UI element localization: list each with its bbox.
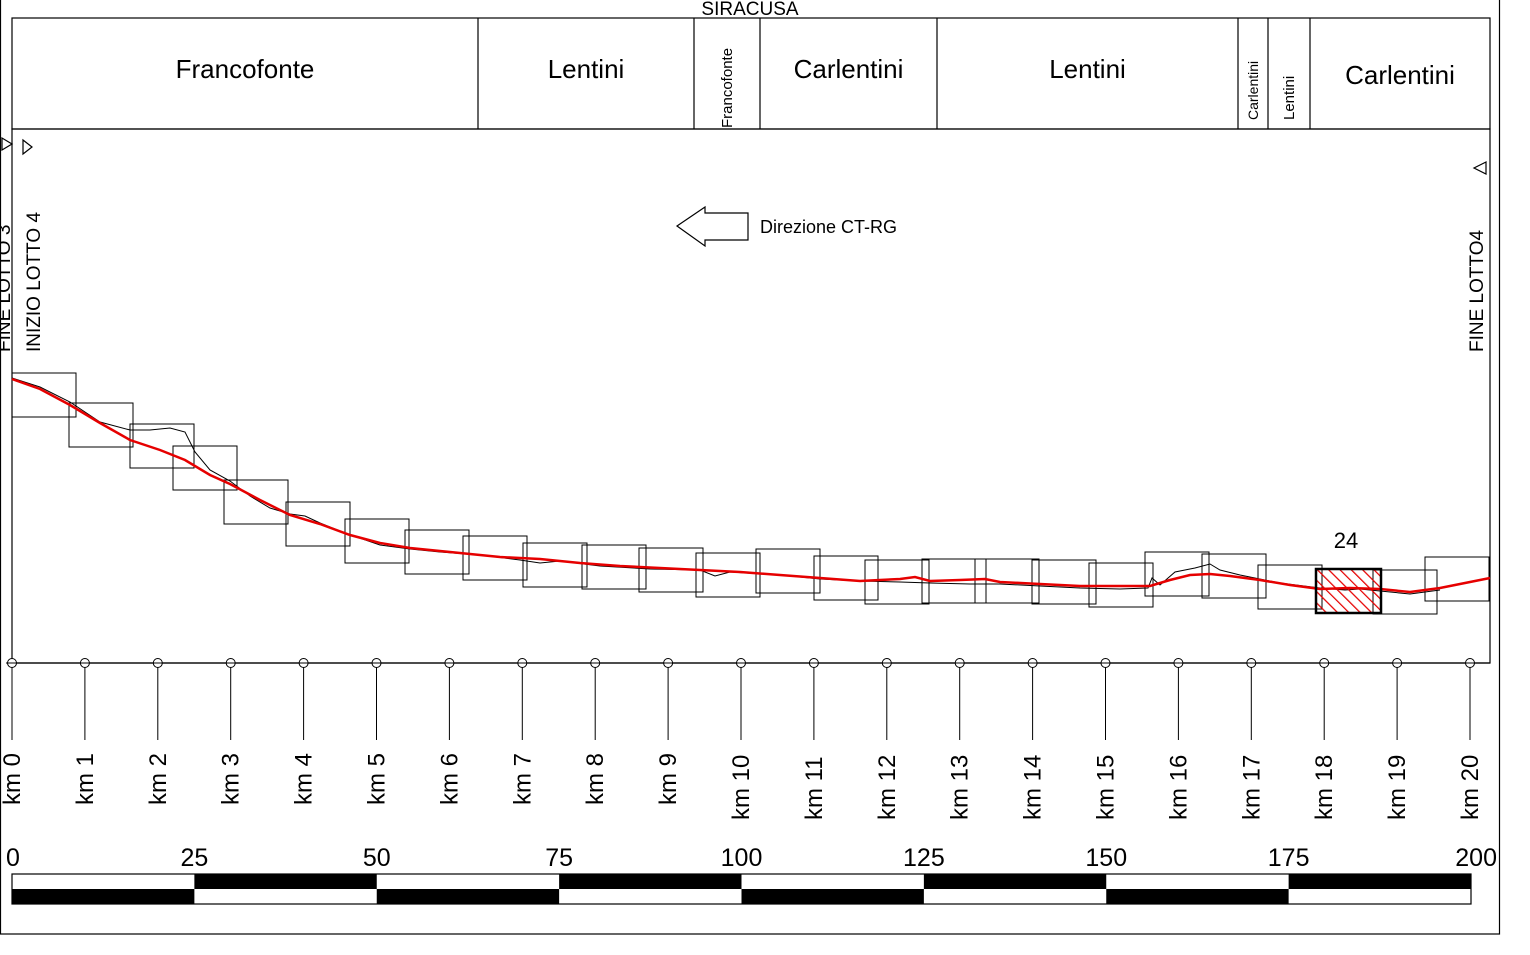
scale-bar-segment [741,889,924,904]
km-label: km 2 [145,753,172,805]
km-label: km 1 [72,753,99,805]
sheet-frame [172,445,238,491]
municipality-label: Lentini [1281,76,1298,120]
scale-bar: 0 25 50 75 100 125 150 175 200 [6,844,1497,905]
triangle-icon [22,138,33,156]
km-axis: km 0 km 1 km 2 km 3 km 4 km 5 km 6 km 7 km 8 km 9… [0,658,1490,820]
km-label: km 5 [364,753,391,805]
scale-bar-segment [12,889,195,904]
scale-bar-segment [194,874,377,889]
km-label: km 13 [947,755,974,820]
km-label: km 18 [1311,755,1338,820]
km-label: km 4 [291,753,318,805]
km-label: km 3 [218,753,245,805]
scale-label: 50 [363,844,391,872]
municipality-header: SIRACUSA Francofonte Lentini Francofonte Ca… [11,0,1491,130]
scale-label: 175 [1268,844,1310,872]
fine-lotto-3-label: FINE LOTTO 3 [0,225,15,352]
km-label: km 20 [1457,755,1484,820]
scale-label: 125 [903,844,945,872]
km-label: km 6 [436,753,463,805]
sheet-frame [1031,559,1097,605]
sheet-frame [344,518,410,564]
scale-label: 0 [6,844,20,872]
sheet-frames [11,372,1490,615]
km-label: km 10 [728,755,755,820]
scale-bar-segment [1106,889,1289,904]
km-label: km 17 [1238,755,1265,820]
sheet-frame [285,501,351,547]
plot-area [11,128,1491,664]
province-label: SIRACUSA [701,0,798,20]
scale-label: 150 [1085,844,1127,872]
sheet-frame [1201,553,1267,599]
municipality-label: Carlentini [1345,60,1455,90]
sheet-frame [522,542,588,588]
municipality-label: Francofonte [176,54,315,84]
sheet-frame [755,548,821,594]
sheet-frame [974,558,1040,604]
km-label: km 19 [1384,755,1411,820]
scale-bar-segment [559,874,742,889]
triangle-icon [1,136,14,152]
km-label: km 9 [655,753,682,805]
route-line [11,377,1491,594]
municipality-label: Carlentini [794,54,904,84]
municipality-label: Lentini [548,54,625,84]
km-label: km 8 [582,753,609,805]
inizio-lotto-4-label: INIZIO LOTTO 4 [24,212,45,352]
direction-label: Direzione CT-RG [760,217,897,237]
fine-lotto-4-label: FINE LOTTO4 [1467,229,1488,352]
sheet-frame [921,558,987,604]
scale-bar-segment [376,889,560,904]
highlight-label: 24 [1334,528,1358,553]
sheet-frame [695,552,761,598]
scale-bar-segment [1288,874,1471,889]
scale-label: 200 [1455,844,1497,872]
km-label: km 12 [874,755,901,820]
outer-frame [0,0,1501,935]
lotto-markers: FINE LOTTO 3 INIZIO LOTTO 4 FINE LOTTO4 [0,136,1488,352]
km-label: km 0 [0,753,26,805]
sheet-frame [68,402,134,448]
sheet-frame [11,372,77,418]
highlighted-sheet: 24 [1314,528,1383,615]
scale-label: 100 [721,844,763,872]
scale-label: 75 [545,844,573,872]
scale-bar-segment [923,874,1107,889]
municipality-label: Lentini [1049,54,1126,84]
km-label: km 14 [1020,755,1047,820]
sheet-frame [404,529,470,575]
km-label: km 11 [801,756,828,820]
km-label: km 16 [1165,755,1192,820]
km-label: km 7 [509,753,536,805]
direction-indicator: Direzione CT-RG [675,205,897,248]
highlighted-sheet-frame [1314,567,1383,615]
triangle-icon [1472,161,1487,175]
arrow-left-icon [675,205,749,248]
terrain-line [11,377,1441,595]
municipality-label: Carlentini [1245,61,1261,120]
municipality-label: Francofonte [719,48,736,128]
scale-label: 25 [180,844,208,872]
km-label: km 15 [1093,755,1120,820]
